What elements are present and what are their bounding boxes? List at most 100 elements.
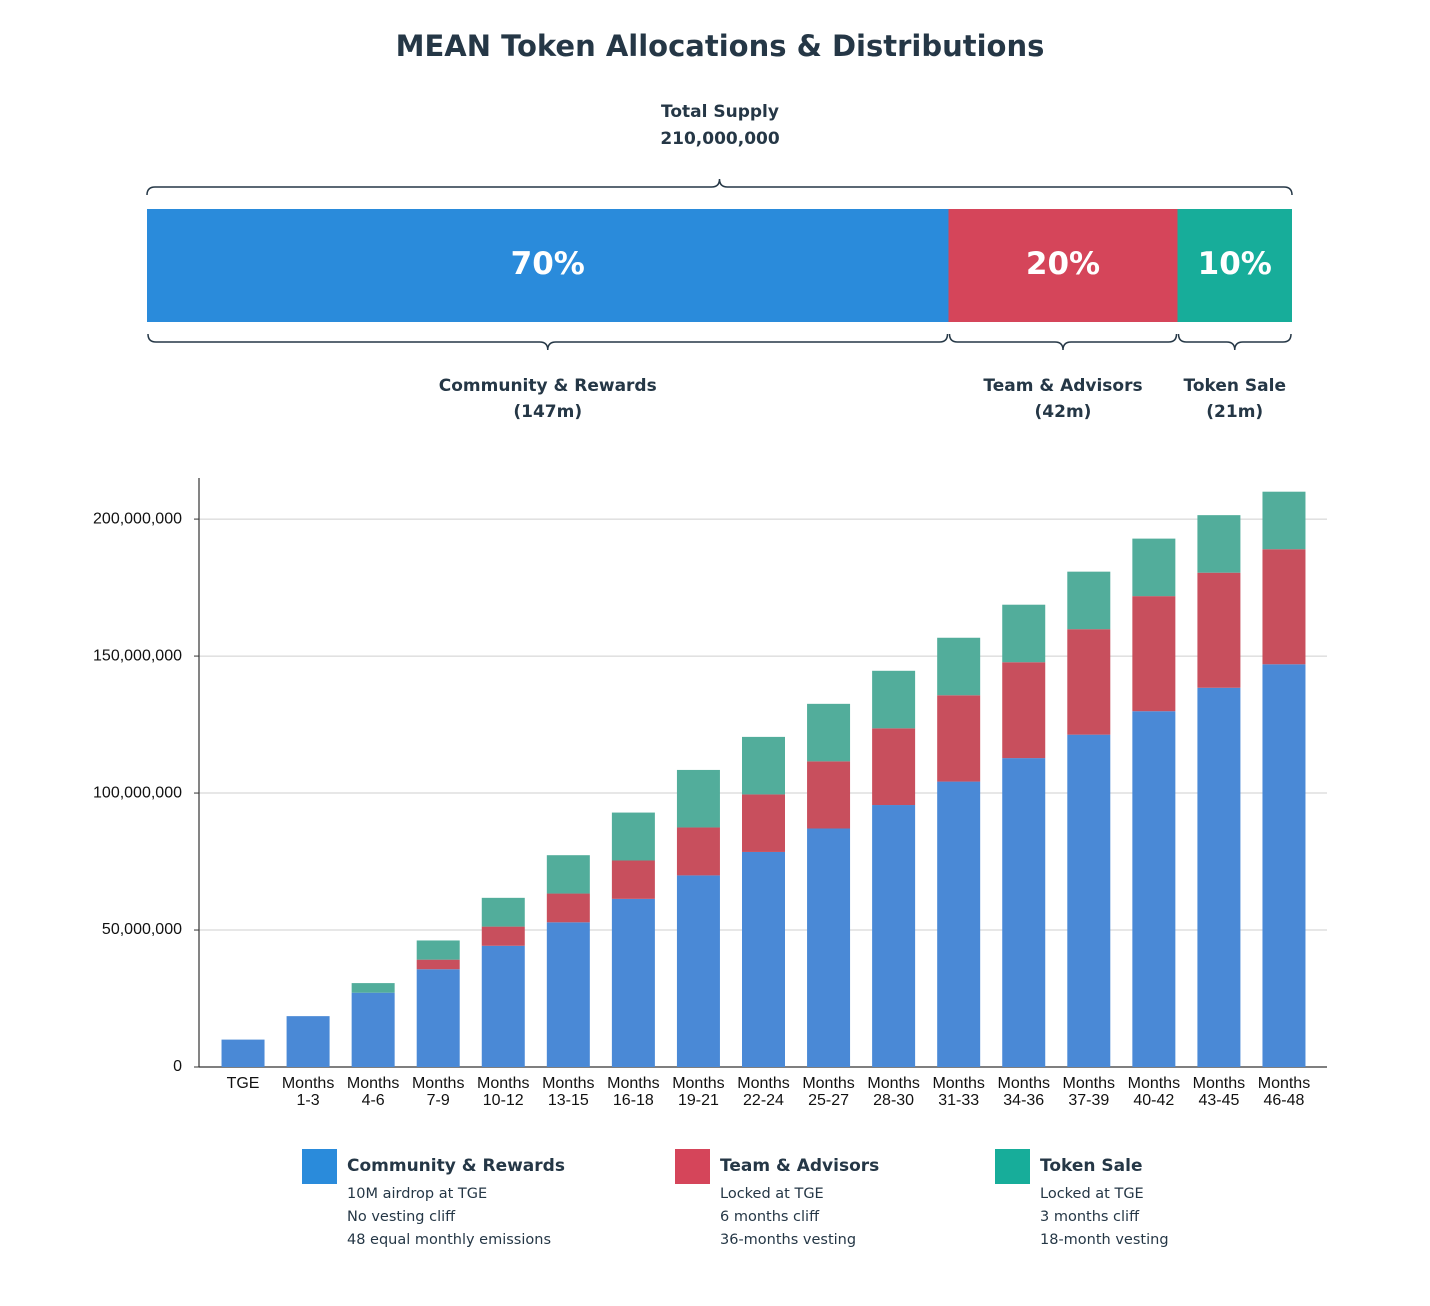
total-supply: 210,000,000 (660, 129, 780, 149)
x-tick-label: Months 34-36 (997, 1075, 1050, 1109)
bar-segment (676, 769, 720, 828)
bar-segment (1067, 571, 1111, 630)
bar-segment (546, 855, 590, 894)
bar-segment (676, 827, 720, 876)
x-tick-label: Months 7-9 (411, 1075, 465, 1109)
bar-segment (481, 945, 525, 1067)
bar-segment (351, 983, 395, 993)
bar-segment (611, 812, 655, 861)
bar-segment (807, 703, 851, 762)
allocation-label: 70% (511, 246, 585, 282)
allocation-label: 10% (1198, 246, 1272, 282)
legend-note: 18-month vesting (1040, 1232, 1169, 1248)
y-tick-label: 150,000,000 (93, 647, 182, 664)
allocation-amount: (42m) (1035, 402, 1092, 422)
legend-note: Locked at TGE (1040, 1186, 1144, 1202)
bar-segment (481, 897, 525, 927)
bar-segment (1067, 629, 1111, 735)
x-tick-label: Months 43-45 (1192, 1075, 1246, 1109)
y-tick-label: 0 (173, 1058, 182, 1075)
legend-note: 10M airdrop at TGE (347, 1186, 487, 1202)
bar-segment (872, 728, 916, 806)
bar-segment (742, 794, 785, 852)
legend-note: 6 months cliff (720, 1209, 820, 1225)
bar-segment (1132, 596, 1176, 712)
bar-segment (1002, 662, 1046, 759)
bar-segment (611, 898, 655, 1067)
chart-title: MEAN Token Allocations & Distributions (396, 29, 1045, 63)
x-tick-label: Months 22-24 (737, 1075, 790, 1109)
legend-label: Team & Advisors (720, 1156, 879, 1176)
x-tick-label: Months 1-3 (281, 1075, 335, 1109)
subtitle: Total Supply (661, 102, 779, 122)
bar-segment (416, 959, 460, 970)
bar-segment (1132, 538, 1176, 597)
bar-segment (937, 781, 981, 1067)
allocation-name: Community & Rewards (439, 376, 657, 396)
brace (147, 333, 949, 351)
bar-segment (546, 893, 590, 923)
bar-segment (676, 875, 720, 1067)
y-tick-label: 100,000,000 (93, 784, 182, 801)
x-tick-label: Months 19-21 (672, 1075, 725, 1109)
allocation-amount: (147m) (513, 402, 582, 422)
allocation-segment (147, 209, 949, 322)
y-tick-label: 50,000,000 (102, 921, 182, 938)
legend-note: 36-months vesting (720, 1232, 856, 1248)
x-tick-label: Months 25-27 (802, 1075, 855, 1109)
allocation-name: Token Sale (1184, 376, 1287, 396)
x-tick-label: Months 46-48 (1257, 1075, 1311, 1109)
bar-segment (872, 805, 916, 1067)
x-tick-label: Months 31-33 (932, 1075, 985, 1109)
legend-note: 3 months cliff (1040, 1209, 1140, 1225)
bar-segment (937, 695, 981, 782)
bar-segment (937, 637, 981, 696)
bar-segment (351, 992, 395, 1067)
bar-segment (611, 860, 655, 899)
bar-segment (872, 670, 916, 729)
bar-segment (286, 1016, 330, 1067)
y-tick-label: 200,000,000 (93, 510, 182, 527)
legend-label: Community & Rewards (347, 1156, 565, 1176)
bar-segment (1262, 491, 1306, 550)
legend-swatch (995, 1149, 1030, 1184)
x-tick-label: Months 40-42 (1127, 1075, 1181, 1109)
legend-label: Token Sale (1040, 1156, 1143, 1176)
allocation-amount: (21m) (1206, 402, 1263, 422)
bar-segment (416, 969, 460, 1067)
bar-segment (1067, 734, 1111, 1067)
brace (948, 333, 1178, 351)
x-tick-label: TGE (226, 1075, 260, 1092)
bar-segment (221, 1039, 265, 1067)
legend-note: Locked at TGE (720, 1186, 824, 1202)
bar-segment (1002, 604, 1046, 663)
brace (146, 178, 1293, 196)
x-tick-label: Months 28-30 (867, 1075, 920, 1109)
allocation-label: 20% (1026, 246, 1100, 282)
legend-swatch (302, 1149, 337, 1184)
bar-segment (807, 761, 851, 829)
bar-segment (1197, 515, 1241, 573)
bar-segment (1132, 711, 1176, 1067)
x-tick-label: Months 13-15 (542, 1075, 595, 1109)
bar-segment (807, 828, 851, 1067)
bar-segment (742, 736, 785, 795)
bar-segment (1002, 758, 1046, 1067)
x-tick-label: Months 37-39 (1062, 1075, 1116, 1109)
bar-segment (742, 851, 785, 1067)
brace (1177, 333, 1292, 351)
legend-note: 48 equal monthly emissions (347, 1232, 551, 1248)
allocation-segment (1177, 209, 1292, 322)
bar-segment (1197, 572, 1241, 688)
bar-segment (1197, 687, 1241, 1067)
x-tick-label: Months 16-18 (607, 1075, 660, 1109)
bar-segment (1262, 549, 1306, 665)
legend-note: No vesting cliff (347, 1209, 456, 1225)
bar-segment (481, 926, 525, 946)
x-tick-label: Months 4-6 (346, 1075, 400, 1109)
bar-segment (1262, 664, 1306, 1067)
x-tick-label: Months 10-12 (477, 1075, 530, 1109)
bar-segment (416, 940, 460, 960)
